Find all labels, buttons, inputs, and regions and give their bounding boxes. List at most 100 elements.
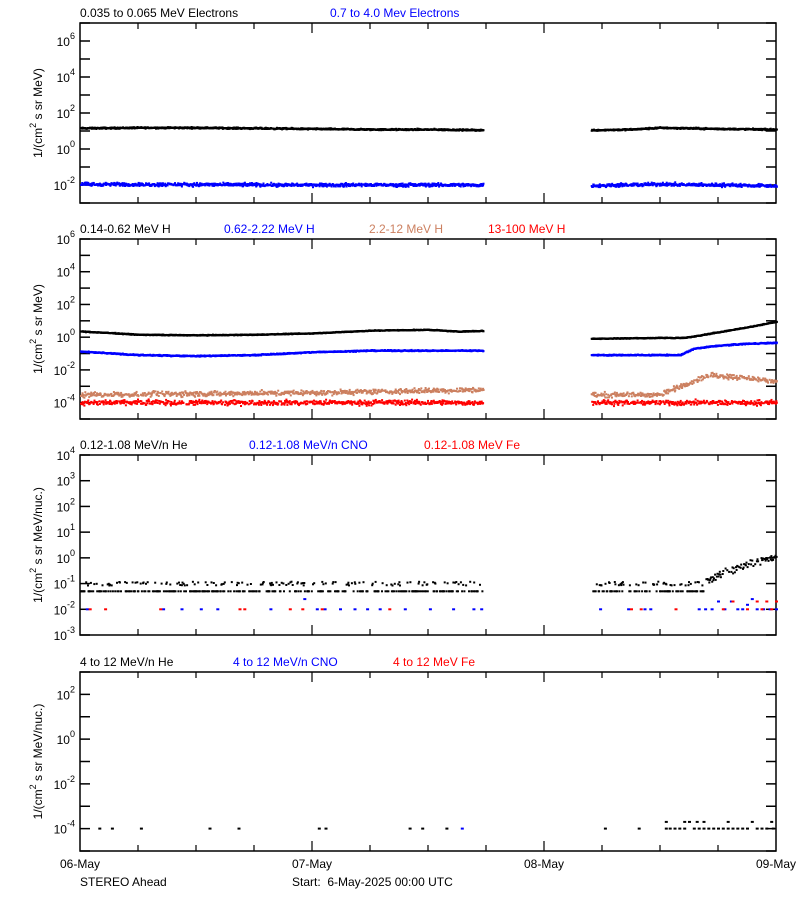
y-tick-label: 104 [57, 67, 75, 85]
data-point [757, 182, 760, 185]
data-point [696, 184, 699, 187]
data-point [132, 185, 135, 187]
data-point [255, 182, 258, 184]
data-point [148, 182, 151, 185]
data-point [112, 183, 115, 186]
data-point [721, 186, 723, 189]
data-point [661, 181, 664, 184]
data-point [267, 184, 270, 187]
data-point [608, 183, 611, 186]
data-point [283, 184, 286, 187]
data-point [392, 185, 395, 188]
series-1 [80, 126, 778, 132]
data-point [92, 183, 94, 186]
data-point [281, 183, 284, 186]
data-point [625, 183, 628, 186]
data-point [717, 184, 720, 187]
data-point [170, 183, 173, 186]
data-point [181, 183, 184, 186]
data-point [317, 183, 320, 186]
data-point [290, 184, 293, 187]
y-tick-label: 100 [57, 327, 75, 345]
data-point [421, 182, 424, 185]
data-point [296, 182, 299, 185]
y-tick-label: 100 [57, 139, 75, 157]
data-point [127, 183, 130, 186]
data-point [740, 186, 743, 188]
data-point [349, 185, 352, 188]
data-point [241, 183, 244, 186]
data-point [153, 183, 156, 185]
data-point [671, 183, 674, 186]
data-point [647, 128, 650, 131]
data-point [667, 184, 670, 187]
data-point [651, 182, 654, 185]
data-point [363, 183, 366, 186]
data-point [92, 182, 95, 184]
data-point [83, 181, 86, 184]
data-point [180, 184, 183, 187]
data-point [423, 184, 426, 187]
data-point [177, 182, 180, 185]
data-point [323, 183, 326, 185]
data-point [364, 182, 367, 185]
data-point [180, 185, 183, 188]
y-tick-label: 106 [57, 229, 75, 247]
data-point [272, 184, 275, 187]
data-point [720, 184, 723, 187]
data-point [228, 184, 231, 187]
y-axis-label: 1/(cm2 s sr MeV) [28, 284, 45, 374]
data-point [109, 184, 112, 186]
data-point [482, 129, 485, 132]
data-point [211, 184, 214, 187]
panel-2: 0.14-0.62 MeV H 0.62-2.22 MeV H 2.2-12 MeV… [28, 222, 778, 420]
data-point [306, 184, 309, 187]
data-point [664, 183, 667, 185]
data-point [370, 183, 372, 186]
data-point [276, 185, 279, 188]
data-point [308, 184, 311, 187]
data-point [459, 185, 462, 188]
data-point [392, 183, 394, 186]
data-point [365, 184, 368, 187]
data-point [615, 185, 618, 188]
data-point [347, 183, 350, 185]
data-point [739, 182, 742, 185]
data-point [256, 183, 259, 186]
data-point [611, 182, 614, 185]
plot-frame [79, 22, 777, 204]
data-point [113, 181, 116, 184]
data-point [360, 182, 363, 185]
data-point [235, 182, 238, 185]
data-point [653, 182, 656, 185]
data-point [437, 182, 440, 184]
data-point [204, 184, 207, 187]
data-point [659, 184, 662, 187]
data-point [433, 182, 436, 185]
data-point [345, 185, 348, 188]
data-point [457, 182, 460, 185]
data-point [380, 182, 383, 185]
data-point [301, 184, 304, 187]
data-point [158, 182, 161, 185]
data-point [254, 184, 257, 187]
data-point [592, 183, 595, 186]
data-point [322, 185, 325, 188]
data-point [710, 184, 713, 187]
data-point [610, 185, 613, 188]
data-point [373, 185, 376, 187]
data-point [775, 185, 778, 188]
data-point [671, 184, 674, 187]
data-point [735, 183, 738, 186]
legend-entry: 0.7 to 4.0 Mev Electrons [330, 6, 459, 20]
data-point [605, 185, 608, 188]
data-point [142, 184, 145, 187]
data-point [131, 183, 134, 185]
data-point [701, 183, 704, 186]
data-point [119, 184, 122, 187]
legend-entry: 0.62-2.22 MeV H [224, 222, 315, 236]
data-point [343, 185, 346, 188]
data-point [678, 184, 681, 187]
y-axis-label: 1/(cm2 s sr MeV) [28, 68, 45, 158]
